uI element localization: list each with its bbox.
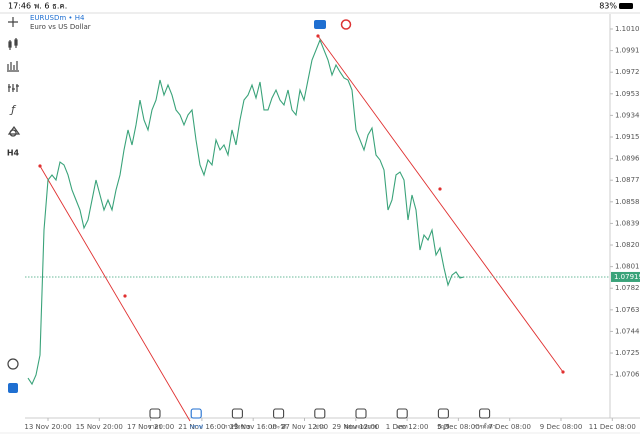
nav-label[interactable]: ราคา [149,425,162,431]
symbol-name: EURUSDm • H4 [30,14,85,22]
battery-icon [619,3,633,9]
nav-label[interactable]: การตั้งค่า [473,423,495,431]
x-tick-label: 29 Nov 12:00 [332,423,379,431]
left-toolbar: ƒ H4 [7,17,21,393]
timeframe[interactable]: H4 [7,149,20,158]
y-tick-label: 1.07440 [615,327,640,335]
nav-icon[interactable] [190,408,202,419]
y-tick-label: 1.09910 [615,47,640,55]
nav-icon[interactable] [396,408,408,419]
trend-line[interactable] [39,165,191,422]
status-date: พ. 6 ธ.ค. [34,2,67,11]
symbol-description: Euro vs US Dollar [30,23,91,31]
settings-tool[interactable] [8,84,19,92]
nav-icon[interactable] [231,408,243,419]
zoom-tool[interactable] [7,358,19,370]
x-tick-label: 1 Dec 12:00 [386,423,429,431]
x-tick-label: 17 Nov 20:00 [127,423,174,431]
y-tick-label: 1.07630 [615,306,640,314]
y-tick-label: 1.08390 [615,219,640,227]
nav-label[interactable]: ข่าว [315,425,325,431]
x-tick-label: 7 Dec 08:00 [488,423,531,431]
nav-icon[interactable] [149,408,161,419]
crosshair-tool[interactable] [8,17,18,27]
current-price-box [611,271,640,282]
x-tick-label: 5 Dec 08:00 [437,423,480,431]
nav-icon[interactable] [479,408,491,419]
y-tick-label: 1.09150 [615,133,640,141]
status-battery: 83% [599,2,617,11]
nav-icon[interactable] [355,408,367,419]
plot: 1.10100 1.09910 1.09720 1.09530 1.09340 1.091… [24,25,640,431]
nav-label[interactable]: กราฟ [190,424,203,431]
x-tick-label: 9 Dec 08:00 [540,423,583,431]
y-tick-label: 1.08200 [615,241,640,249]
nav-label[interactable]: บัญชี [437,424,449,431]
shapes-tool[interactable] [7,125,21,137]
y-tick-label: 1.08960 [615,155,640,163]
y-tick-label: 1.08580 [615,198,640,206]
y-tick-label: 1.09720 [615,68,640,76]
bars-tool[interactable] [8,38,18,50]
x-tick-label: 15 Nov 20:00 [76,423,123,431]
bottom-nav: ราคา กราฟ การซื้อขาย ประวัติ ข่าว กล่องจดหมาย… [149,408,496,431]
nav-icon[interactable] [437,408,449,419]
trade-tool[interactable] [8,383,18,393]
y-tick-label: 1.10100 [615,25,640,33]
trend-line[interactable] [317,35,564,373]
y-tick-label: 1.08770 [615,176,640,184]
nav-icon[interactable] [314,408,326,419]
y-tick-label: 1.08010 [615,263,640,271]
one-click-trade[interactable] [314,20,326,29]
x-tick-label: 23 Nov 16:00 [230,423,277,431]
y-tick-label: 1.07250 [615,349,640,357]
trend-handle[interactable] [123,294,127,298]
nav-label[interactable]: ประวัติ [271,424,287,431]
function-tool[interactable]: ƒ [9,103,17,116]
nav-label[interactable]: การซื้อขาย [224,423,250,431]
trend-handle[interactable] [438,187,442,191]
y-tick-label: 1.07820 [615,284,640,292]
signal-icon[interactable] [340,19,352,30]
x-tick-label: 13 Nov 20:00 [24,423,71,431]
y-tick-label: 1.07060 [615,371,640,379]
nav-label[interactable]: กล่องจดหมาย [344,425,377,431]
y-tick-label: 1.09340 [615,111,640,119]
x-tick-label: 11 Dec 08:00 [589,423,636,431]
x-tick-label: 27 Nov 12:00 [281,423,328,431]
price-line [27,38,465,386]
nav-label[interactable]: แชท [397,424,408,431]
x-tick-label: 21 Nov 16:00 [178,423,225,431]
status-time: 17:46 [8,2,31,11]
current-price-label: 1.07919 [614,273,640,281]
nav-icon[interactable] [273,408,285,419]
trend-handle[interactable] [316,34,320,38]
trend-handle[interactable] [38,164,42,168]
indicator-tool[interactable] [7,61,19,72]
trend-handle[interactable] [561,370,565,374]
y-tick-label: 1.09530 [615,90,640,98]
